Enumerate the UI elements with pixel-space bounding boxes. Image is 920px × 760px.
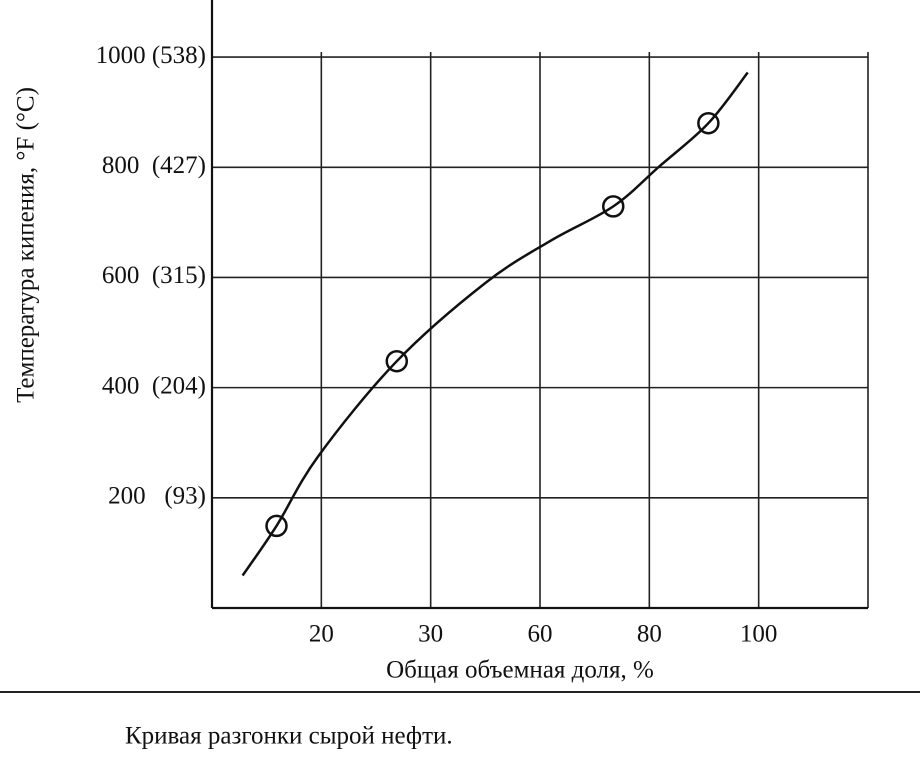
x-tick-label: 20 [309,621,334,648]
caption: Кривая разгонки сырой нефти. [125,723,453,750]
x-tick-label: 80 [637,621,662,648]
x-tick-label: 60 [528,621,553,648]
y-axis-label: Температура кипения, °F (°C) [13,87,40,403]
data-point [602,195,625,218]
y-tick-label: 1000 (538) [96,42,206,69]
y-tick-label: 600 (315) [102,262,206,289]
curve [241,71,749,577]
x-axis-label: Общая объемная доля, % [386,657,654,684]
data-point [385,349,409,373]
y-tick-label: 800 (427) [102,152,206,179]
y-tick-label: 400 (204) [102,372,206,399]
data-point [697,111,720,135]
data-point [265,514,288,538]
x-tick-label: 30 [418,621,443,648]
x-tick-label: 100 [740,621,778,648]
y-tick-label: 200 (93) [108,483,206,510]
